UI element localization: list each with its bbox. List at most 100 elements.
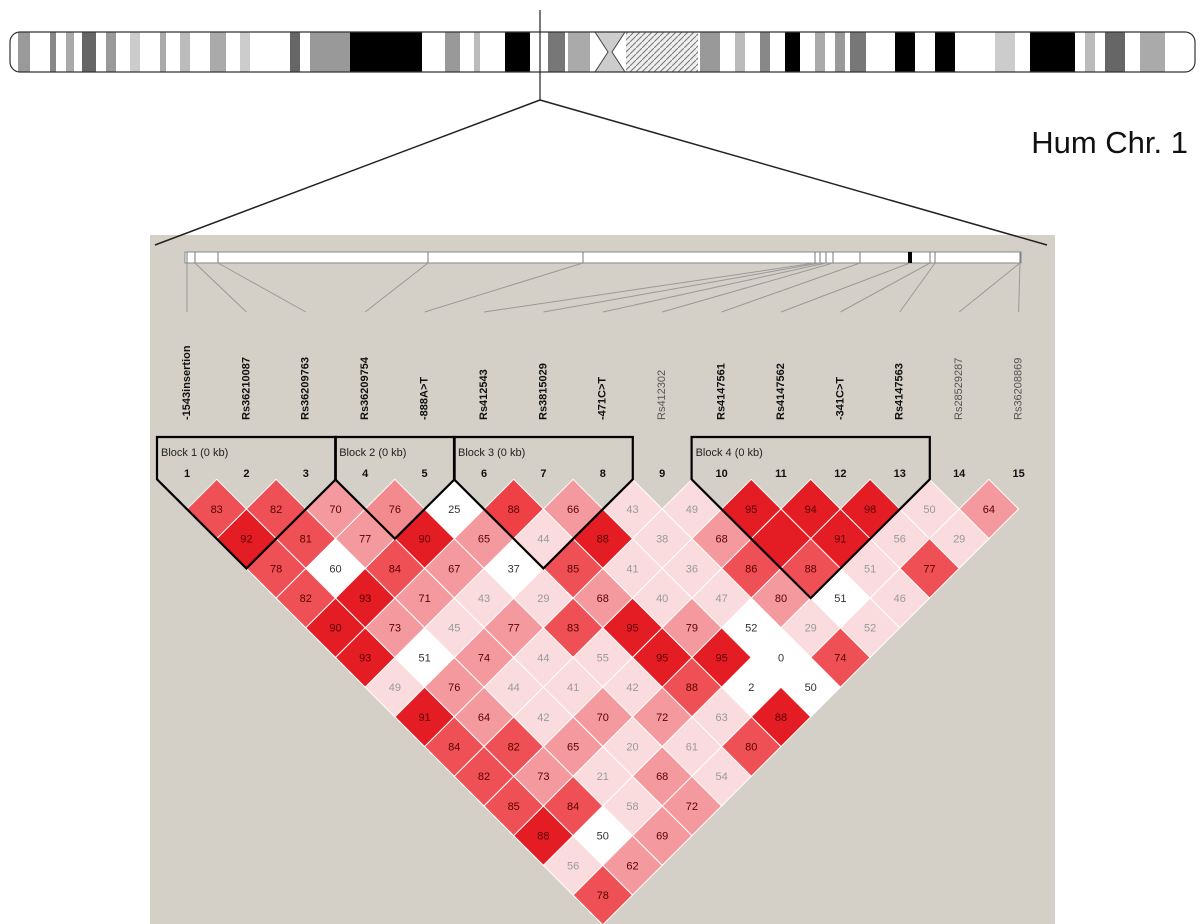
ld-value: 56: [894, 534, 906, 546]
block-label: Block 3 (0 kb): [458, 447, 525, 459]
ld-value: 95: [626, 623, 638, 635]
marker-number: 6: [481, 468, 487, 480]
marker-name: Rs3815029: [537, 363, 549, 420]
ld-value: 69: [656, 831, 668, 843]
chromosome-band: [50, 32, 56, 72]
ld-value: 71: [418, 593, 430, 605]
ld-value: 21: [597, 771, 609, 783]
chromosome-band: [505, 32, 530, 72]
chromosome-band: [180, 32, 190, 72]
ld-value: 95: [715, 652, 727, 664]
chromosome-band: [995, 32, 1015, 72]
ld-value: 44: [537, 652, 549, 664]
ld-value: 46: [894, 593, 906, 605]
ld-value: 70: [597, 712, 609, 724]
block-label: Block 4 (0 kb): [696, 447, 763, 459]
ld-value: 0: [778, 652, 784, 664]
ld-value: 73: [389, 623, 401, 635]
ld-value: 90: [329, 623, 341, 635]
marker-number: 2: [243, 468, 249, 480]
zoom-line: [540, 100, 1047, 245]
ld-value: 29: [953, 534, 965, 546]
chromosome-band: [935, 32, 955, 72]
ld-value: 63: [715, 712, 727, 724]
chromosome-band: [160, 32, 166, 72]
chromosome-band: [350, 32, 422, 72]
ld-value: 92: [240, 534, 252, 546]
marker-number: 7: [540, 468, 546, 480]
chromosome-band: [18, 32, 30, 72]
chromosome-band: [850, 32, 866, 72]
ld-value: 41: [567, 682, 579, 694]
marker-name: Rs412543: [478, 369, 490, 420]
ld-value: 68: [597, 593, 609, 605]
ld-value: 94: [805, 504, 817, 516]
chromosome-ideogram: [10, 32, 1195, 72]
marker-name: -471C>T: [597, 377, 609, 420]
ld-value: 36: [686, 563, 698, 575]
ld-value: 44: [537, 534, 549, 546]
ld-value: 65: [567, 742, 579, 754]
chromosome-band: [310, 32, 350, 72]
ld-value: 62: [626, 860, 638, 872]
chromosome-band: [445, 32, 460, 72]
ld-value: 61: [686, 742, 698, 754]
gene-bar: [185, 252, 1021, 263]
chromosome-band: [130, 32, 140, 72]
marker-name: Rs28529287: [953, 358, 965, 420]
ld-value: 91: [834, 534, 846, 546]
ld-value: 50: [597, 831, 609, 843]
ld-value: 20: [626, 742, 638, 754]
chromosome-band: [106, 32, 116, 72]
ld-value: 50: [805, 682, 817, 694]
ld-value: 68: [656, 771, 668, 783]
chromosome-band: [568, 32, 590, 72]
ld-value: 2: [748, 682, 754, 694]
heterochromatin: [626, 32, 698, 72]
ld-figure: Hum Chr. 1 -1543insertionRs36210087Rs362…: [0, 0, 1201, 924]
chromosome-band: [760, 32, 770, 72]
ld-value: 51: [834, 593, 846, 605]
marker-number: 4: [362, 468, 369, 480]
ld-value: 49: [686, 504, 698, 516]
ld-value: 70: [329, 504, 341, 516]
ld-value: 51: [864, 563, 876, 575]
ld-value: 37: [508, 563, 520, 575]
marker-name: Rs36208869: [1013, 358, 1025, 420]
marker-name: Rs4147561: [716, 363, 728, 420]
chromosome-band: [82, 32, 96, 72]
marker-name: Rs36209763: [300, 357, 312, 420]
ld-value: 44: [508, 682, 520, 694]
ld-value: 88: [775, 712, 787, 724]
ld-value: 25: [448, 504, 460, 516]
ld-value: 88: [508, 504, 520, 516]
ld-value: 67: [448, 563, 460, 575]
ld-value: 43: [626, 504, 638, 516]
ld-value: 76: [448, 682, 460, 694]
ld-value: 41: [626, 563, 638, 575]
ld-value: 49: [389, 682, 401, 694]
marker-name: -888A>T: [419, 377, 431, 420]
marker-number: 14: [953, 468, 966, 480]
ld-value: 84: [448, 742, 460, 754]
ld-value: 45: [448, 623, 460, 635]
chromosome-band: [548, 32, 565, 72]
ld-value: 77: [359, 534, 371, 546]
ld-value: 81: [300, 534, 312, 546]
marker-name: -1543insertion: [181, 345, 193, 420]
ld-value: 64: [983, 504, 995, 516]
ld-value: 82: [478, 771, 490, 783]
chromosome-band: [210, 32, 226, 72]
marker-number: 12: [834, 468, 846, 480]
marker-number: 3: [303, 468, 309, 480]
ld-value: 42: [626, 682, 638, 694]
chromosome-title: Hum Chr. 1: [1031, 125, 1188, 160]
chromosome-band: [735, 32, 745, 72]
chromosome-band: [785, 32, 800, 72]
ld-value: 72: [656, 712, 668, 724]
marker-name: Rs36209754: [359, 356, 371, 420]
ld-value: 88: [537, 831, 549, 843]
ld-value: 52: [864, 623, 876, 635]
ld-value: 90: [418, 534, 430, 546]
ld-value: 83: [211, 504, 223, 516]
